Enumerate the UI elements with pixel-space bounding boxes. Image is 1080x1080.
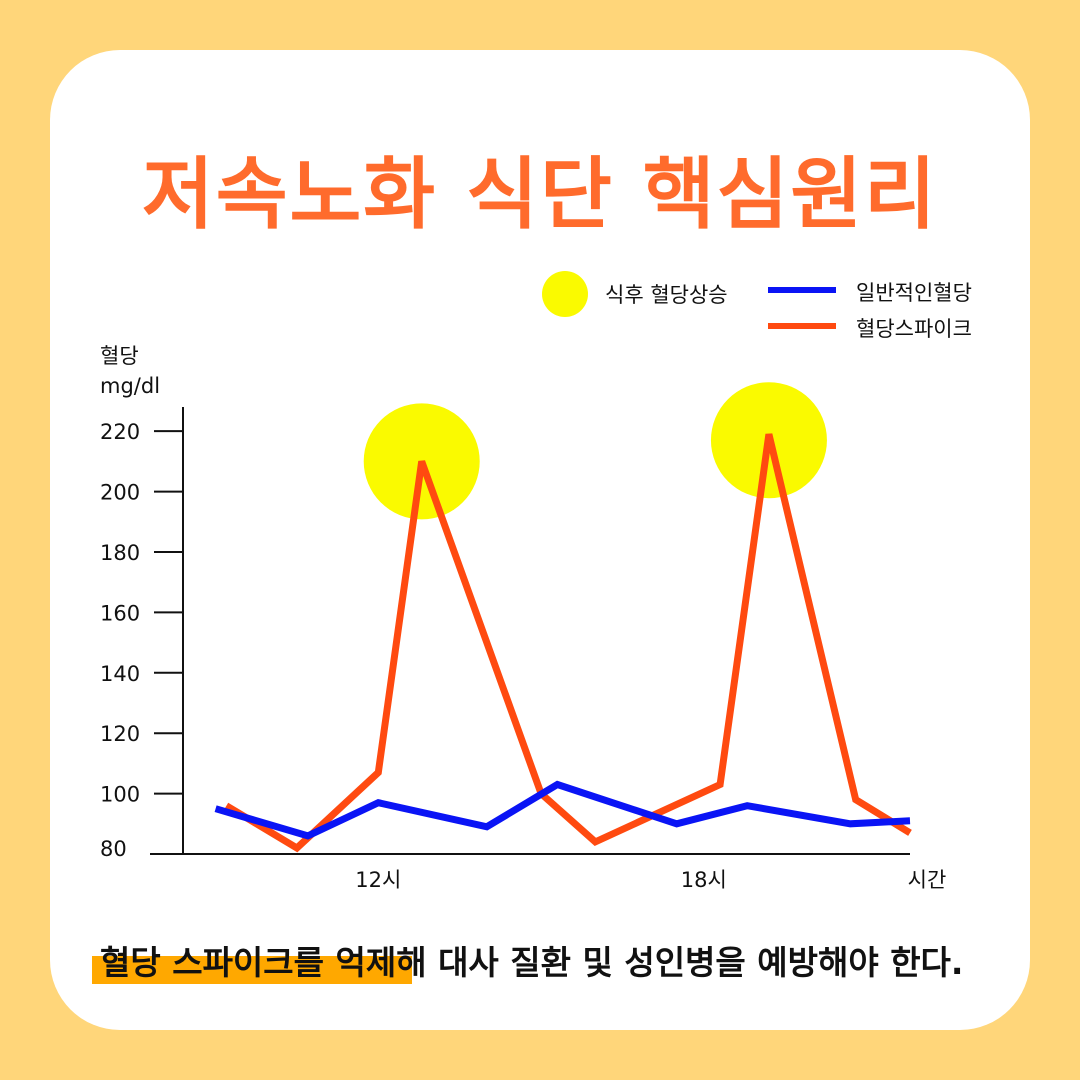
legend-spike-label: 혈당스파이크	[856, 317, 972, 341]
y-axis-label-line1: 혈당	[100, 344, 139, 368]
legend-circle-label: 식후 혈당상승	[605, 283, 728, 307]
footer-highlight: 혈당 스파이크	[100, 936, 294, 984]
y-tick-label-200: 200	[100, 481, 140, 505]
y-tick-label-140: 140	[100, 662, 140, 686]
y-tick-label-180: 180	[100, 541, 140, 565]
x-axis-label: 시간	[908, 868, 947, 892]
x-tick-label-18: 18시	[681, 868, 727, 892]
footer-rest-text: 를 억제해 대사 질환 및 성인병을 예방해야 한다.	[294, 943, 964, 982]
y-tick-label-120: 120	[100, 722, 140, 746]
x-ticks: 12시 18시	[355, 868, 727, 892]
footer-caption: 혈당 스파이크를 억제해 대사 질환 및 성인병을 예방해야 한다.	[100, 936, 1020, 984]
y-tick-label-80: 80	[100, 837, 127, 861]
y-axis-label-line2: mg/dl	[100, 374, 160, 398]
y-tick-label-220: 220	[100, 420, 140, 444]
y-tick-label-160: 160	[100, 601, 140, 625]
legend-normal-label: 일반적인혈당	[856, 281, 972, 305]
chart-legend: 식후 혈당상승 일반적인혈당 혈당스파이크	[542, 271, 972, 341]
y-tick-label-100: 100	[100, 783, 140, 807]
legend-circle-swatch	[542, 271, 588, 317]
series-lines	[216, 434, 910, 848]
x-tick-label-12: 12시	[355, 868, 401, 892]
footer-highlight-text: 혈당 스파이크	[100, 943, 294, 982]
y-ticks: 80 100 120 140 160 180 200 220	[100, 420, 183, 861]
